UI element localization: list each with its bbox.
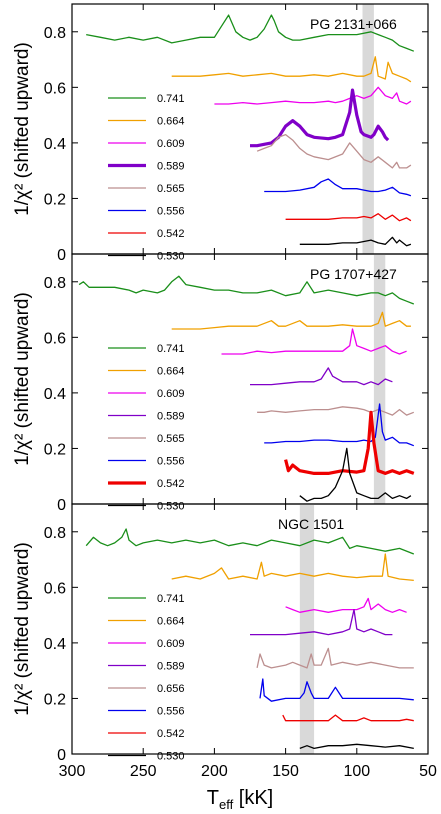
y-tick-label: 0.6 — [44, 330, 66, 347]
legend-label: 0.530 — [157, 501, 185, 513]
legend-label: 0.609 — [157, 138, 185, 150]
panel-2: 0 0.2 0.4 0.6 0.8 0.741 0.664 0.609 0.589 0.565 0.… — [12, 253, 429, 514]
series-line-0-565 — [256, 133, 412, 169]
series-line-0-741 — [86, 14, 415, 52]
legend-label: 0.542 — [157, 728, 185, 740]
y-tick-label: 0.8 — [44, 525, 66, 542]
star-name: PG 1707+427 — [310, 266, 397, 282]
series-line-0-609 — [285, 597, 407, 613]
panel-frame — [71, 503, 429, 755]
legend-label: 0.741 — [157, 343, 185, 355]
legend-label: 0.565 — [157, 433, 185, 445]
y-tick-label: 0.8 — [44, 275, 66, 292]
highlight-band — [373, 254, 386, 504]
y-tick-label: 0.2 — [44, 191, 66, 208]
series-line-0-589 — [250, 367, 393, 386]
legend-label: 0.741 — [157, 93, 185, 105]
legend-label: 0.741 — [157, 593, 185, 605]
x-axis-label-sub: eff — [219, 797, 234, 812]
legend-label: 0.664 — [157, 616, 185, 628]
series-line-0-589 — [250, 608, 393, 636]
y-tick-label: 0 — [57, 247, 66, 264]
legend-label: 0.664 — [157, 366, 185, 378]
legend-label: 0.664 — [157, 116, 185, 128]
panel-3: 0 0.2 0.4 0.6 0.8 0.741 0.664 0.609 0.589 0.656 0.… — [12, 503, 429, 764]
series-line-0-542 — [285, 213, 412, 222]
y-axis-label: 1/χ² (shifted upward) — [12, 292, 33, 466]
y-tick-label: 0.2 — [44, 691, 66, 708]
y-tick-label: 0 — [57, 497, 66, 514]
x-axis-label: Teff [kK] — [207, 787, 273, 812]
series-line-0-556 — [264, 403, 415, 447]
series-line-0-542 — [282, 714, 414, 722]
series-line-0-542 — [284, 410, 415, 475]
legend-label: 0.589 — [157, 661, 185, 673]
x-tick-label: 50 — [419, 763, 437, 780]
series-line-0-656 — [256, 647, 414, 669]
x-tick-label: 300 — [59, 763, 86, 780]
star-name: PG 2131+066 — [310, 16, 397, 32]
series-line-0-556 — [264, 178, 412, 197]
y-tick-label: 0.8 — [44, 25, 66, 42]
series-line-0-530 — [299, 743, 414, 750]
series-line-0-609 — [221, 328, 407, 355]
y-tick-label: 0.6 — [44, 580, 66, 597]
series-line-0-565 — [257, 406, 415, 416]
y-tick-label: 0.6 — [44, 80, 66, 97]
legend-label: 0.589 — [157, 411, 185, 423]
series-line-0-530 — [299, 447, 412, 502]
series-line-0-741 — [85, 528, 415, 555]
legend-label: 0.556 — [157, 456, 185, 468]
y-axis-label: 1/χ² (shifted upward) — [12, 42, 33, 216]
series-line-0-741 — [78, 275, 415, 305]
x-tick-label: 100 — [343, 763, 370, 780]
legend-label: 0.565 — [157, 183, 185, 195]
series-line-0-664 — [171, 553, 414, 582]
legend-label: 0.556 — [157, 706, 185, 718]
y-tick-label: 0 — [57, 747, 66, 764]
x-axis-label-main: T — [207, 787, 219, 809]
legend-label: 0.609 — [157, 388, 185, 400]
y-tick-label: 0.4 — [44, 386, 66, 403]
y-tick-label: 0.2 — [44, 441, 66, 458]
y-tick-label: 0.4 — [44, 136, 66, 153]
series-line-0-530 — [299, 236, 412, 247]
legend-label: 0.542 — [157, 478, 185, 490]
x-tick-label: 250 — [130, 763, 157, 780]
legend-label: 0.656 — [157, 683, 185, 695]
highlight-band — [362, 4, 374, 254]
legend-label: 0.530 — [157, 251, 185, 263]
x-tick-label: 200 — [201, 763, 228, 780]
x-axis-label-unit: [kK] — [233, 787, 273, 809]
y-axis-label: 1/χ² (shifted upward) — [12, 542, 33, 716]
x-tick-label: 150 — [272, 763, 299, 780]
series-line-0-664 — [171, 56, 412, 83]
series-line-0-609 — [214, 86, 412, 105]
legend-label: 0.556 — [157, 206, 185, 218]
series-line-0-664 — [171, 311, 411, 330]
star-name: NGC 1501 — [278, 516, 344, 532]
legend-label: 0.589 — [157, 161, 185, 173]
series-line-0-556 — [259, 678, 414, 702]
y-tick-label: 0.4 — [44, 636, 66, 653]
legend-label: 0.609 — [157, 638, 185, 650]
legend-label: 0.542 — [157, 228, 185, 240]
panel-1: 0 0.2 0.4 0.6 0.8 0.741 0.664 0.609 0.589 0.565 0.… — [12, 3, 429, 264]
legend-label: 0.530 — [157, 751, 185, 763]
